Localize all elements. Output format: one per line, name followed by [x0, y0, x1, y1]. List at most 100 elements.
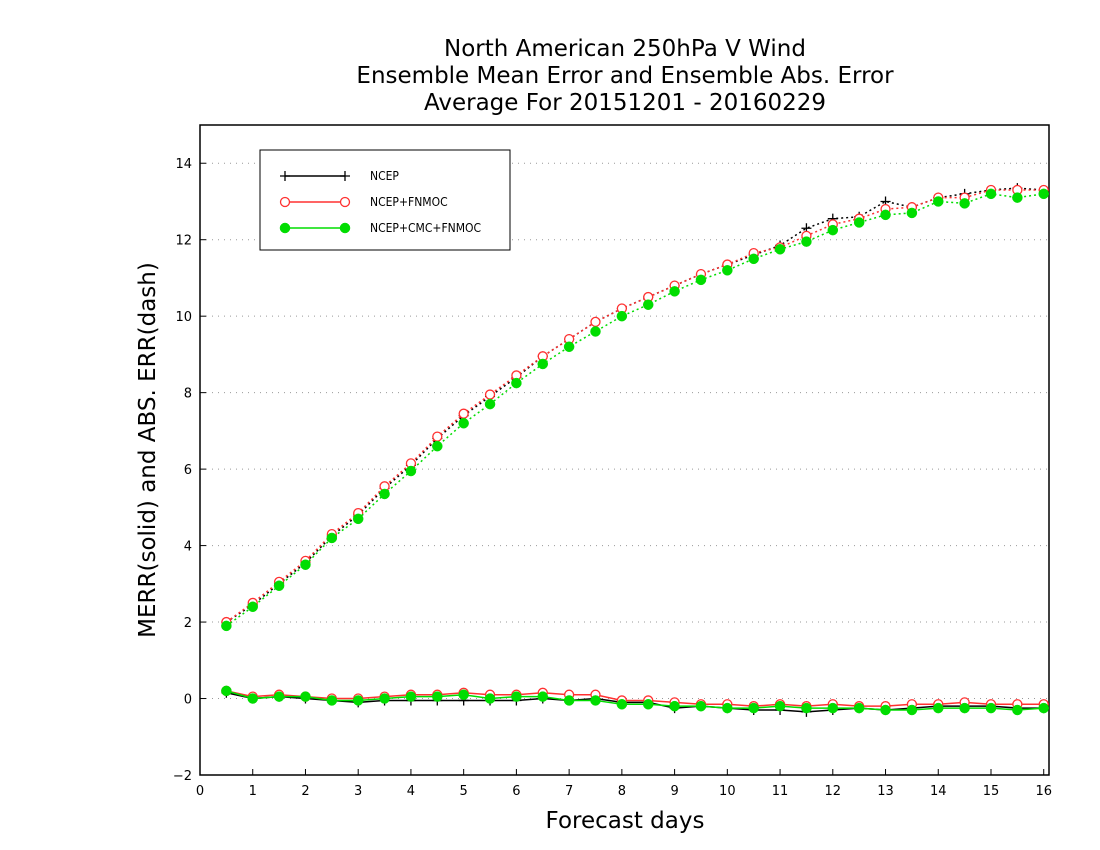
legend-label: NCEP+FNMOC	[370, 195, 448, 209]
abs-error-point	[1012, 192, 1023, 203]
abs-error-point	[432, 440, 443, 452]
mean-error-point	[722, 702, 733, 714]
abs-error-line	[225, 189, 1044, 623]
x-tick-label: 1	[249, 784, 257, 799]
y-tick-label: 14	[175, 157, 192, 172]
abs-error-point	[642, 299, 654, 310]
mean-error-point	[537, 691, 549, 702]
x-tick-label: 16	[1035, 784, 1052, 799]
abs-error-point	[300, 559, 311, 570]
abs-error-point	[458, 417, 469, 429]
legend-marker	[340, 171, 350, 181]
y-axis-label: MERR(solid) and ABS. ERR(dash)	[135, 262, 161, 638]
mean-error-point	[853, 702, 865, 714]
y-tick-label: 8	[184, 387, 192, 402]
y-tick-label: 0	[184, 693, 192, 708]
abs-error-point	[827, 224, 839, 236]
chart-title-line-3: Average For 20151201 - 20160229	[423, 90, 827, 116]
x-tick-label: 9	[670, 784, 678, 799]
abs-error-point	[722, 265, 733, 276]
x-tick-label: 11	[772, 784, 789, 799]
abs-error-point	[695, 274, 707, 286]
mean-error-point	[985, 702, 997, 714]
abs-error-line	[225, 187, 1044, 623]
x-tick-label: 2	[301, 784, 309, 799]
abs-error-point	[511, 377, 522, 389]
plot-frame	[199, 124, 1050, 776]
mean-error-point	[616, 699, 628, 710]
abs-error-point	[432, 431, 443, 442]
legend: NCEP NCEP+FNMOC NCEP+CMC+FNMOC	[259, 149, 511, 251]
mean-error-point	[273, 691, 285, 702]
chart-title-line-2: Ensemble Mean Error and Ensemble Abs. Er…	[356, 63, 894, 89]
abs-error-point	[774, 244, 786, 255]
abs-error-point	[880, 209, 891, 221]
x-tick-label: 14	[930, 784, 947, 799]
abs-error-point	[933, 196, 944, 207]
mean-error-point	[300, 691, 311, 702]
abs-error-point	[273, 580, 285, 591]
mean-error-point	[484, 693, 496, 704]
mean-error-point	[379, 693, 390, 704]
abs-error-point	[985, 188, 997, 200]
mean-error-point	[221, 685, 232, 697]
x-tick-label: 12	[825, 784, 842, 799]
abs-error-point	[484, 398, 496, 410]
x-tick-label: 13	[877, 784, 894, 799]
x-tick-label: 4	[407, 784, 415, 799]
chart-title-line-1: North American 250hPa V Wind	[444, 36, 806, 62]
y-tick-label: 12	[175, 234, 192, 249]
y-tick-label: −2	[173, 769, 192, 784]
x-tick-label: 0	[196, 784, 204, 799]
abs-error-point	[959, 198, 970, 209]
legend-marker	[339, 196, 351, 208]
abs-error-point	[247, 601, 258, 613]
mean-error-point	[642, 699, 654, 710]
mean-error-point	[458, 689, 469, 700]
legend-marker	[280, 171, 290, 181]
abs-error-point	[379, 488, 390, 500]
mean-error-point	[247, 693, 258, 704]
abs-error-point	[405, 465, 417, 477]
abs-error-point	[537, 358, 549, 370]
legend-box	[259, 149, 511, 251]
mean-error-point	[1012, 704, 1023, 716]
mean-error-point	[432, 691, 443, 702]
abs-error-point	[669, 286, 680, 297]
abs-error-point	[748, 253, 759, 265]
abs-error-point	[906, 207, 918, 219]
x-tick-label: 5	[460, 784, 468, 799]
mean-error-point	[1038, 702, 1049, 714]
mean-error-point	[933, 702, 944, 714]
abs-error-point	[221, 620, 232, 632]
series-ncep-fnmoc	[221, 184, 1049, 712]
legend-marker	[339, 222, 351, 234]
abs-error-point	[590, 326, 601, 337]
mean-error-point	[774, 700, 786, 712]
series-ncep	[221, 183, 1049, 717]
series-ncep-cmc-fnmoc	[221, 188, 1049, 716]
x-tick-label: 10	[719, 784, 736, 799]
abs-error-point	[801, 236, 812, 247]
abs-error-point	[590, 316, 601, 328]
abs-error-point	[616, 310, 628, 322]
mean-error-point	[590, 695, 601, 706]
y-tick-label: 10	[175, 310, 192, 325]
mean-error-point	[748, 702, 759, 714]
y-tick-label: 2	[184, 616, 192, 631]
mean-error-point	[511, 691, 522, 702]
y-tick-label: 4	[184, 540, 192, 555]
mean-error-point	[669, 700, 680, 712]
mean-error-point	[906, 704, 918, 716]
legend-label: NCEP+CMC+FNMOC	[370, 221, 481, 235]
x-axis-label: Forecast days	[545, 808, 705, 834]
mean-error-point	[352, 695, 364, 706]
legend-label: NCEP	[370, 169, 399, 183]
abs-error-point	[352, 513, 364, 525]
abs-error-point	[563, 341, 575, 353]
legend-marker	[279, 222, 291, 234]
mean-error-point	[326, 695, 338, 706]
mean-error-point	[563, 695, 575, 706]
x-tick-label: 6	[512, 784, 520, 799]
